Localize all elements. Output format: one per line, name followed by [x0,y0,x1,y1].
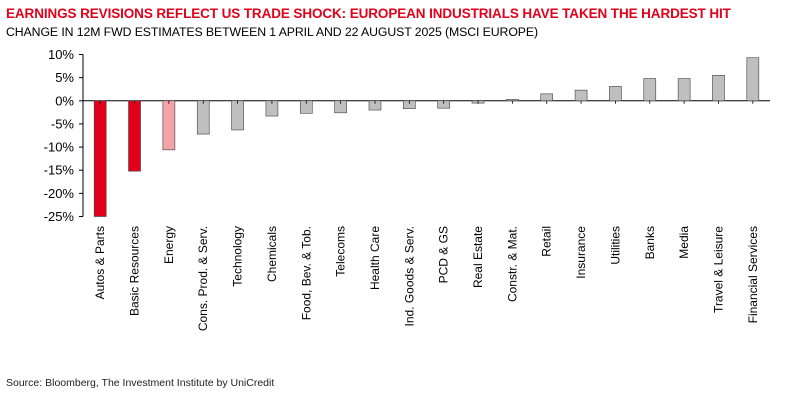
y-tick-label: -20% [44,186,75,201]
x-tick-label: Banks [643,226,657,259]
x-tick-label: Basic Resources [128,226,142,316]
chart-title: EARNINGS REVISIONS REFLECT US TRADE SHOC… [6,6,731,21]
bars [93,57,760,217]
x-tick-label: Real Estate [471,226,485,288]
y-tick-label: -25% [44,209,75,224]
x-tick-label: Utilities [608,226,622,265]
x-tick-label: Travel & Leisure [711,226,725,313]
x-tick-label: Media [677,226,691,259]
x-tick-label: Chemicals [265,226,279,282]
x-tick-label: Telecoms [334,226,348,277]
x-tick-label: Cons. Prod. & Serv. [196,226,210,331]
x-axis-labels: Autos & Parts Basic Resources Energy Cons. … [93,226,760,331]
bar [162,100,176,151]
bar [540,93,554,102]
x-tick-label: Technology [231,226,245,287]
bar [231,100,244,131]
y-tick-label: -10% [44,140,75,155]
source-note: Source: Bloomberg, The Investment Instit… [6,377,275,389]
y-tick-label: 0% [55,93,74,108]
x-tick-label: Food, Bev. & Tob. [299,226,313,320]
bar [506,99,519,102]
bar [196,100,210,135]
bar [93,100,107,217]
x-tick-label: Retail [540,226,554,257]
y-tick-label: -15% [44,163,75,178]
bar [746,57,760,102]
bar-chart: 10% 5% 0% -5% -10% -15% -20% -25% Autos & Parts… [44,47,770,331]
y-axis: 10% 5% 0% -5% -10% -15% -20% -25% [44,47,770,224]
x-tick-label: Constr. & Mat. [505,226,519,302]
y-tick-label: 5% [55,70,74,85]
x-tick-label: PCD & GS [437,226,451,283]
bar [677,78,691,102]
bar [128,100,141,172]
x-tick-label: Ind. Goods & Serv. [402,226,416,327]
x-tick-label: Autos & Parts [93,226,107,299]
bar [643,78,657,102]
x-tick-label: Insurance [574,226,588,279]
bar [574,89,588,102]
y-tick-label: 10% [48,47,74,62]
chart-subtitle: CHANGE IN 12M FWD ESTIMATES BETWEEN 1 AP… [6,25,538,39]
bar [712,75,725,102]
bar [609,86,622,102]
x-tick-label: Energy [162,226,176,264]
y-tick-label: -5% [51,116,75,131]
x-tick-label: Health Care [368,226,382,290]
x-tick-label: Financial Services [746,226,760,323]
